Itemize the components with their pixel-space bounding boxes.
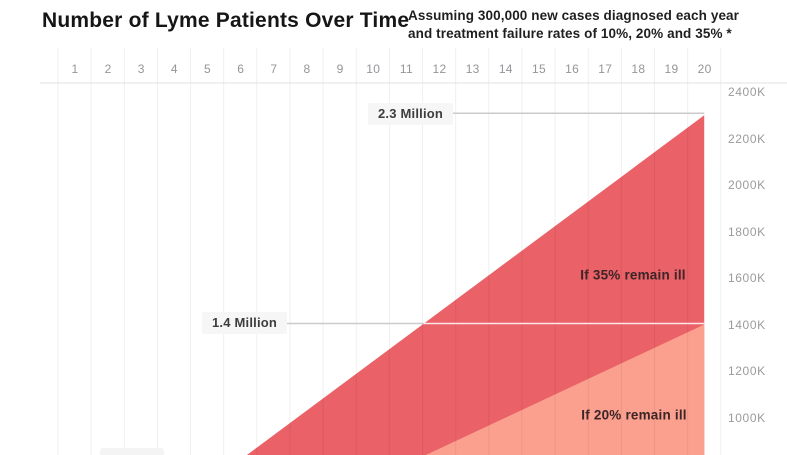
chart-subtitle: Assuming 300,000 new cases diagnosed eac… [408,7,739,43]
x-tick-label: 4 [170,62,178,76]
annotation-2-3-million: 2.3 Million [368,103,454,125]
annotation-1-4-million: 1.4 Million [202,312,288,334]
y-tick-label: 2200K [728,131,766,146]
series-label-35-percent: If 35% remain ill [580,267,686,283]
series-area-35-percent [246,115,705,455]
x-tick-label: 18 [631,62,646,76]
x-tick-label: 17 [598,62,613,76]
series-area-20-percent [425,324,705,455]
cutoff-label-box [100,448,164,455]
x-tick-label: 8 [303,62,311,76]
y-tick-label: 1600K [728,271,766,285]
x-tick-label: 19 [664,62,679,76]
x-tick-label: 3 [137,62,145,76]
x-tick-label: 1 [71,62,79,76]
y-tick-label: 1200K [728,364,766,378]
x-tick-label: 16 [565,62,580,76]
x-tick-label: 13 [465,62,480,76]
y-tick-label: 1400K [728,317,766,332]
x-tick-label: 20 [697,62,712,76]
y-tick-label: 2400K [728,85,766,99]
x-tick-label: 7 [270,62,278,76]
x-tick-label: 6 [237,62,245,76]
chart-subtitle-line2: and treatment failure rates of 10%, 20% … [408,26,732,41]
x-tick-label: 9 [336,62,344,76]
x-tick-label: 15 [531,62,546,76]
series-label-20-percent: If 20% remain ill [581,407,687,423]
y-tick-label: 1800K [728,224,766,239]
chart-title: Number of Lyme Patients Over Time [42,9,410,32]
x-tick-label: 12 [432,62,447,76]
x-tick-label: 10 [366,62,381,76]
x-tick-label: 11 [399,62,413,76]
x-tick-label: 2 [104,62,112,76]
x-tick-label: 14 [498,62,513,76]
chart-subtitle-line1: Assuming 300,000 new cases diagnosed eac… [408,8,740,23]
y-tick-label: 2000K [728,178,766,192]
x-tick-label: 5 [204,62,212,76]
y-tick-label: 1000K [728,410,766,425]
